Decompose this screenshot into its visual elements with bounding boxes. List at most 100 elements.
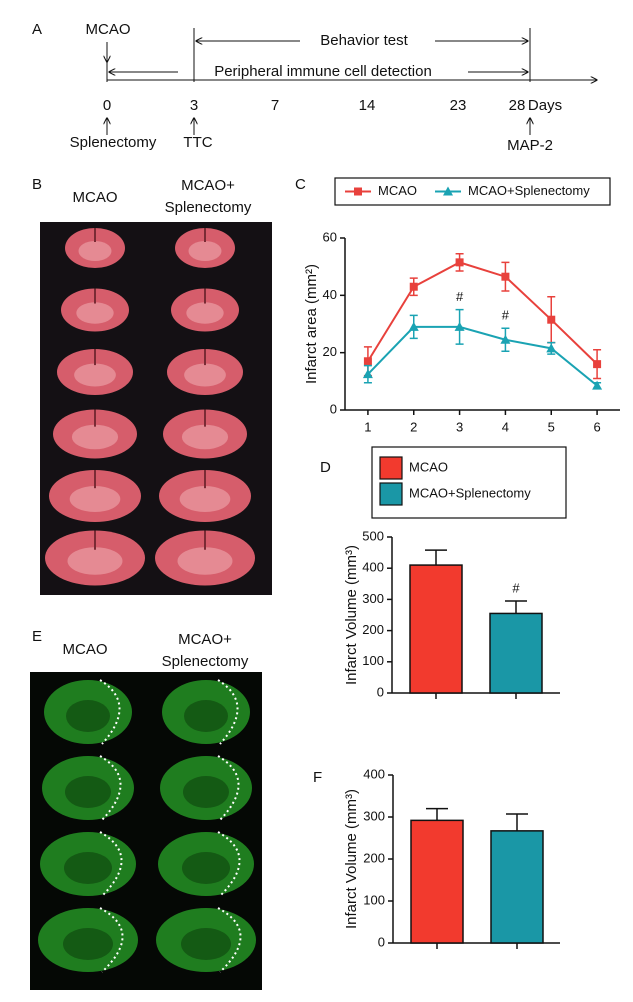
column-header: Splenectomy [162,653,249,670]
marker [500,334,511,344]
bar [410,819,464,944]
marker [501,272,510,281]
panel-label: C [295,176,306,193]
legend-swatch [379,482,403,506]
y-axis-label: Infarct Volume (mm³) [343,789,360,929]
legend-marker [443,186,453,196]
marker [455,258,464,267]
column-header: Splenectomy [165,199,252,216]
timeline-tick-label: 14 [359,97,376,114]
y-tick-label: 500 [362,528,384,543]
brain-core [63,928,113,960]
y-axis-label: Infarct area (mm²) [303,264,320,384]
brain-core [65,776,111,808]
y-tick-label: 0 [330,401,337,416]
panel-label: F [313,769,322,786]
timeline-tick-label: 3 [190,97,198,114]
legend-box [334,177,611,206]
brain-core [66,700,110,732]
legend-label: MCAO [378,183,417,198]
x-tick-label: 4 [502,419,509,434]
period-label: Peripheral immune cell detection [214,63,432,80]
line [367,261,598,365]
error-bar [506,813,528,831]
x-tick-label: 5 [548,419,555,434]
y-tick-label: 300 [362,591,384,606]
marker [362,369,373,379]
annotation: # [512,580,520,595]
brain-core [76,302,114,324]
brain-core [183,776,229,808]
brain-core [181,424,229,450]
legend-box [371,446,567,519]
legend-label: MCAO+Splenectomy [409,485,531,500]
infarct-outline [217,755,240,821]
infarct-outline [99,755,122,821]
panel-label: A [32,21,42,38]
marker [409,282,418,291]
brain-core [177,547,233,575]
x-tick-label: 3 [456,419,463,434]
panel-label: B [32,176,42,193]
y-axis-label: Infarct Volume (mm³) [343,545,360,685]
error-bar [425,549,447,566]
annotation: # [502,308,510,323]
event-label: Splenectomy [70,134,157,151]
timeline-tick-label: 28 [509,97,526,114]
column-header: MCAO [73,189,118,206]
marker [592,380,603,390]
brain-core [64,852,112,884]
panel-label: E [32,628,42,645]
event-label: MAP-2 [507,137,553,154]
line [367,325,598,387]
marker [408,321,419,331]
y-tick-label: 0 [377,684,384,699]
marker [454,321,465,331]
marker [363,357,372,366]
y-tick-label: 60 [323,229,337,244]
infarct-outline [99,831,123,897]
timeline-tick-label: 7 [271,97,279,114]
column-header: MCAO [63,641,108,658]
y-tick-label: 400 [362,560,384,575]
timeline-tick-label: 0 [103,97,111,114]
infarct-outline [217,679,239,745]
infarct-outline [99,679,121,745]
legend-label: MCAO+Splenectomy [468,183,590,198]
y-tick-label: 100 [362,653,384,668]
y-tick-label: 300 [363,808,385,823]
marker [546,343,557,353]
panel-label: D [320,459,331,476]
legend-marker [354,187,362,196]
brain-core [184,700,228,732]
legend-label: MCAO [409,459,448,474]
brain-core [71,424,119,450]
column-header: MCAO+ [178,631,232,648]
y-tick-label: 40 [323,287,337,302]
brain-slices [38,679,256,973]
annotation: # [456,289,464,304]
brain-core [181,928,231,960]
bar [490,830,544,944]
x-tick-label: 2 [410,419,417,434]
column-header: MCAO+ [181,177,235,194]
infarct-outline [217,831,241,897]
brain-core [188,241,222,261]
charts: C Infarct area (mm²) 0 20 40 60 1 2 3 4 5 6 # # MCAO MC… [295,176,620,949]
brain-core [179,486,231,512]
y-tick-label: 200 [362,622,384,637]
brain-core [182,852,230,884]
bar [489,612,543,694]
timeline-tick-label: 23 [450,97,467,114]
y-tick-label: 100 [363,892,385,907]
brain-core [186,302,224,324]
legend-swatch [379,456,403,480]
y-tick-label: 200 [363,850,385,865]
brain-slices [45,228,255,586]
error-bar [505,600,527,614]
brain-core [67,547,123,575]
x-tick-label: 1 [364,419,371,434]
marker [547,315,556,324]
period-label: Behavior test [320,32,408,49]
